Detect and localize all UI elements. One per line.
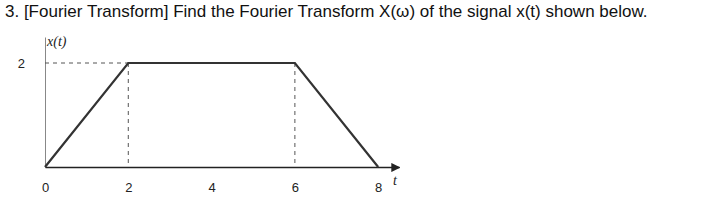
x-tick-label: 2 [125,180,132,195]
x-tick: 0 [42,167,49,195]
y-tick-label: 2 [18,56,25,71]
guide-line [128,63,129,167]
x-tick-label: 0 [42,180,49,195]
y-axis: 2 [18,38,46,168]
y-tick: 2 [18,56,45,71]
y-axis-line [45,38,46,168]
x-axis-label: t [393,173,398,188]
x-axis: 0 2 4 6 8 [42,167,400,195]
x-axis-line [46,167,400,168]
guide-line [294,63,295,167]
x-tick: 2 [125,167,132,195]
x-tick: 6 [292,167,299,195]
x-tick-label: 8 [375,180,382,195]
signal-line [45,63,378,167]
x-tick: 8 [375,167,382,195]
x-tick: 4 [208,167,215,195]
chart: 3. [Fourier Transform] Find the Fourier … [0,0,727,199]
x-tick-label: 6 [292,180,299,195]
guide-line [45,63,128,64]
y-axis-label: x(t) [46,34,67,50]
title: 3. [Fourier Transform] Find the Fourier … [5,2,648,21]
plot-area [45,63,378,167]
x-tick-label: 4 [208,180,215,195]
